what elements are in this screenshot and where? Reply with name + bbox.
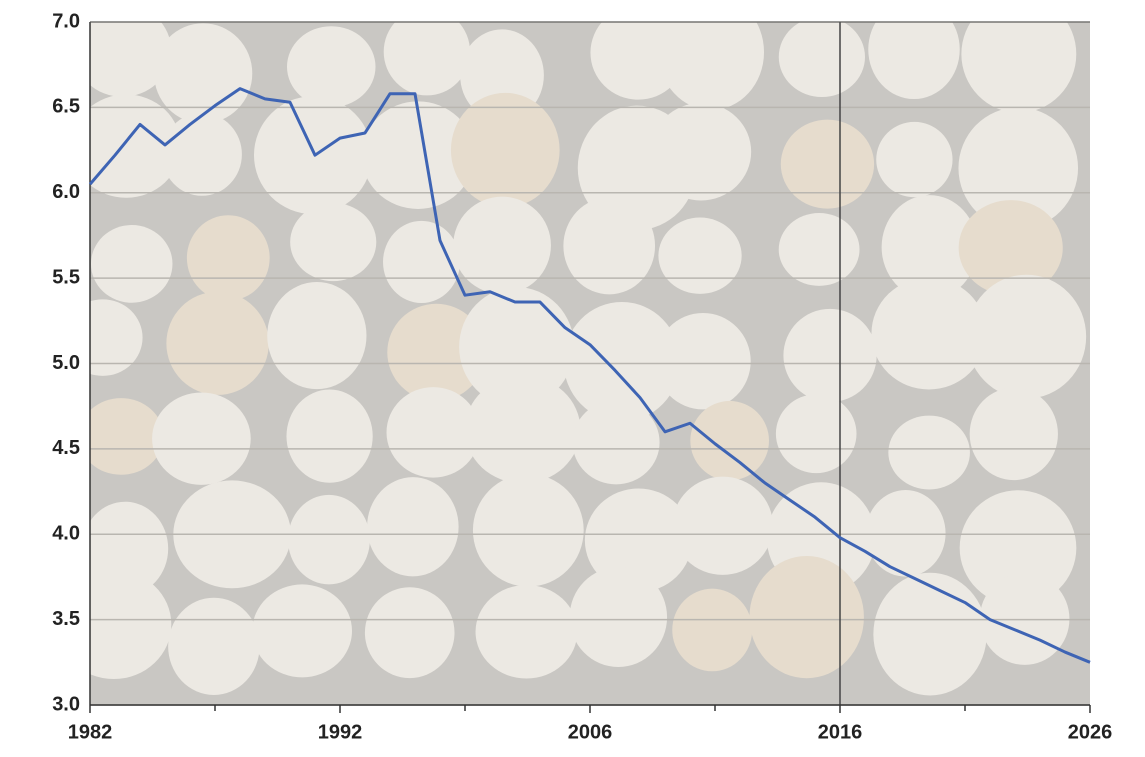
- log-end: [186, 215, 270, 301]
- log-end: [658, 217, 742, 294]
- background-image: [90, 22, 1090, 705]
- log-end: [775, 394, 857, 474]
- log-end: [778, 213, 860, 286]
- log-end: [650, 102, 752, 201]
- log-end: [672, 476, 773, 575]
- log-end: [778, 22, 865, 98]
- log-end: [90, 225, 173, 303]
- log-end: [90, 299, 143, 376]
- y-tick-label: 3.0: [52, 693, 80, 715]
- log-end: [290, 202, 377, 282]
- log-end: [253, 96, 373, 215]
- log-end: [780, 119, 875, 209]
- log-end: [459, 287, 575, 407]
- log-end: [152, 392, 251, 485]
- log-end: [868, 22, 960, 100]
- log-end: [958, 200, 1063, 296]
- y-tick-label: 6.0: [52, 181, 80, 203]
- log-end: [161, 112, 242, 196]
- x-tick-label: 2026: [1068, 721, 1113, 743]
- x-tick-label: 2016: [818, 721, 863, 743]
- log-end: [959, 490, 1077, 606]
- log-end: [969, 387, 1058, 481]
- y-tick-label: 5.0: [52, 352, 80, 374]
- log-end: [690, 400, 769, 481]
- log-end: [387, 303, 486, 401]
- log-end: [475, 584, 578, 679]
- x-tick-label: 2006: [568, 721, 613, 743]
- y-tick-label: 4.0: [52, 523, 80, 545]
- log-end: [881, 195, 978, 300]
- log-end: [876, 121, 953, 198]
- log-end: [961, 22, 1077, 113]
- log-end: [966, 274, 1087, 399]
- log-end: [168, 597, 260, 695]
- log-end: [286, 389, 373, 483]
- log-end: [888, 415, 970, 490]
- x-tick-label: 1982: [68, 721, 113, 743]
- y-tick-label: 3.5: [52, 608, 80, 630]
- log-end: [361, 101, 475, 209]
- log-end: [584, 488, 693, 593]
- x-tick-label: 1992: [318, 721, 363, 743]
- log-end: [383, 22, 471, 96]
- log-end: [465, 375, 581, 484]
- y-tick-label: 7.0: [52, 10, 80, 32]
- log-end: [386, 387, 480, 478]
- log-end: [672, 588, 753, 672]
- log-end: [90, 22, 172, 97]
- log-end: [472, 473, 584, 587]
- log-end: [865, 490, 946, 577]
- log-end: [288, 494, 370, 585]
- log-end: [166, 291, 269, 395]
- log-end: [286, 26, 376, 108]
- log-end: [90, 398, 164, 475]
- y-tick-label: 6.5: [52, 96, 80, 118]
- log-end: [873, 572, 987, 696]
- log-end: [749, 555, 864, 679]
- log-end: [569, 567, 668, 667]
- log-end: [450, 92, 560, 208]
- log-end: [453, 196, 551, 295]
- log-end: [90, 569, 172, 680]
- log-end: [655, 312, 751, 410]
- log-end: [252, 584, 352, 678]
- log-end: [563, 302, 680, 422]
- log-end: [658, 22, 764, 111]
- log-end: [783, 308, 877, 403]
- y-tick-label: 5.5: [52, 266, 80, 288]
- y-tick-label: 4.5: [52, 437, 80, 459]
- log-end: [572, 400, 660, 485]
- log-end: [90, 94, 181, 198]
- data-line: [88, 87, 1091, 664]
- log-end: [364, 587, 455, 679]
- log-end: [563, 197, 656, 295]
- log-end: [267, 282, 367, 390]
- log-end: [154, 23, 253, 124]
- log-end: [367, 477, 459, 577]
- log-end: [871, 277, 987, 390]
- log-end: [958, 107, 1079, 230]
